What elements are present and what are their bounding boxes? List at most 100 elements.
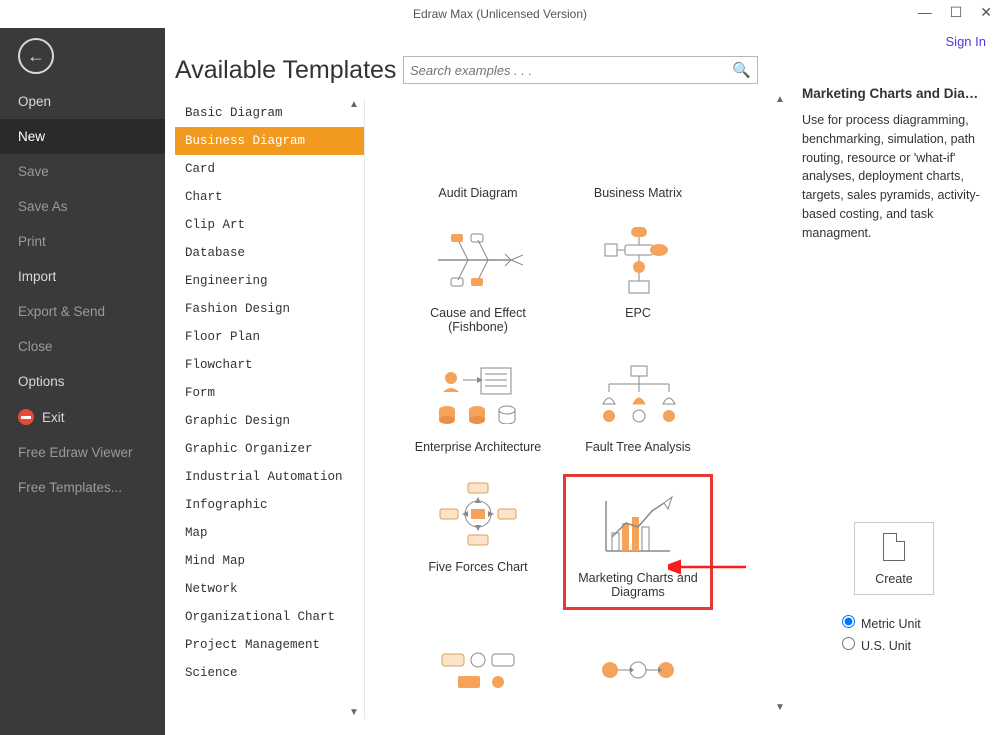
create-label: Create: [855, 572, 933, 586]
us-radio[interactable]: [842, 637, 855, 650]
metric-unit-option[interactable]: Metric Unit: [842, 615, 986, 631]
sidebar-item-free-templates-[interactable]: Free Templates...: [0, 470, 165, 505]
category-infographic[interactable]: Infographic: [175, 491, 364, 519]
metric-radio[interactable]: [842, 615, 855, 628]
sidebar-item-label: Save As: [18, 199, 68, 214]
sidebar-item-close[interactable]: Close: [0, 329, 165, 364]
gallery-scroll-up-icon[interactable]: ▲: [774, 94, 786, 106]
template-label: Cause and Effect (Fishbone): [403, 306, 553, 334]
category-science[interactable]: Science: [175, 659, 364, 687]
category-mind-map[interactable]: Mind Map: [175, 547, 364, 575]
category-clip-art[interactable]: Clip Art: [175, 211, 364, 239]
sidebar-item-label: Close: [18, 339, 53, 354]
template-fault-tree-analysis[interactable]: Fault Tree Analysis: [563, 354, 713, 454]
template-thumb-icon: [428, 354, 528, 434]
sidebar-item-export-send[interactable]: Export & Send: [0, 294, 165, 329]
page-title: Available Templates: [175, 56, 365, 85]
sidebar-item-options[interactable]: Options: [0, 364, 165, 399]
category-map[interactable]: Map: [175, 519, 364, 547]
category-organizational-chart[interactable]: Organizational Chart: [175, 603, 364, 631]
sidebar-item-open[interactable]: Open: [0, 84, 165, 119]
close-button[interactable]: ✕: [980, 4, 992, 21]
category-project-management[interactable]: Project Management: [175, 631, 364, 659]
template-label: Enterprise Architecture: [403, 440, 553, 454]
search-box[interactable]: 🔍: [403, 56, 758, 84]
template-thumb-icon: [588, 220, 688, 300]
category-network[interactable]: Network: [175, 575, 364, 603]
back-button[interactable]: ←: [18, 38, 54, 74]
template-business-matrix[interactable]: Business Matrix: [563, 100, 713, 200]
sidebar-item-print[interactable]: Print: [0, 224, 165, 259]
template-marketing-charts-and-diagrams[interactable]: Marketing Charts and Diagrams: [563, 474, 713, 610]
minimize-button[interactable]: —: [918, 4, 932, 21]
sidebar-item-label: Options: [18, 374, 65, 389]
sidebar-item-label: Open: [18, 94, 51, 109]
template-item-[interactable]: [563, 630, 713, 716]
category-engineering[interactable]: Engineering: [175, 267, 364, 295]
category-fashion-design[interactable]: Fashion Design: [175, 295, 364, 323]
template-thumb-icon: [428, 630, 528, 710]
scroll-up-icon[interactable]: ▲: [348, 99, 360, 111]
sidebar-item-label: Free Templates...: [18, 480, 122, 495]
template-gallery: Audit Diagram Business Matrix Cause and Ef…: [403, 94, 784, 716]
template-item-[interactable]: [403, 630, 553, 716]
sidebar-item-label: New: [18, 129, 45, 144]
unit-selector: Metric Unit U.S. Unit: [842, 615, 986, 653]
template-thumb-icon: [428, 220, 528, 300]
template-thumb-icon: [588, 485, 688, 565]
sidebar-item-new[interactable]: New: [0, 119, 165, 154]
sidebar-item-label: Print: [18, 234, 46, 249]
template-thumb-icon: [588, 630, 688, 710]
sidebar-item-free-edraw-viewer[interactable]: Free Edraw Viewer: [0, 435, 165, 470]
template-label: Audit Diagram: [403, 186, 553, 200]
window-controls: — ☐ ✕: [918, 4, 992, 21]
scroll-down-icon[interactable]: ▼: [348, 707, 360, 719]
category-basic-diagram[interactable]: Basic Diagram: [175, 99, 364, 127]
detail-title: Marketing Charts and Diagra...: [802, 86, 986, 101]
template-label: Five Forces Chart: [403, 560, 553, 574]
category-chart[interactable]: Chart: [175, 183, 364, 211]
template-enterprise-architecture[interactable]: Enterprise Architecture: [403, 354, 553, 454]
search-input[interactable]: [410, 63, 732, 78]
template-label: Fault Tree Analysis: [563, 440, 713, 454]
category-graphic-design[interactable]: Graphic Design: [175, 407, 364, 435]
template-label: EPC: [563, 306, 713, 320]
category-flowchart[interactable]: Flowchart: [175, 351, 364, 379]
category-business-diagram[interactable]: Business Diagram: [175, 127, 364, 155]
sidebar-item-save[interactable]: Save: [0, 154, 165, 189]
template-epc[interactable]: EPC: [563, 220, 713, 334]
maximize-button[interactable]: ☐: [950, 4, 963, 21]
sidebar-item-exit[interactable]: Exit: [0, 399, 165, 435]
search-icon[interactable]: 🔍: [732, 61, 751, 79]
template-label: Business Matrix: [563, 186, 713, 200]
us-unit-option[interactable]: U.S. Unit: [842, 637, 986, 653]
sidebar-item-label: Import: [18, 269, 56, 284]
sidebar-item-label: Save: [18, 164, 49, 179]
category-card[interactable]: Card: [175, 155, 364, 183]
template-thumb-icon: [428, 100, 528, 180]
category-database[interactable]: Database: [175, 239, 364, 267]
template-cause-and-effect-fishbone-[interactable]: Cause and Effect (Fishbone): [403, 220, 553, 334]
category-graphic-organizer[interactable]: Graphic Organizer: [175, 435, 364, 463]
sidebar: ← Open New Save Save As Print Import Export & …: [0, 28, 165, 735]
title-bar: Edraw Max (Unlicensed Version) — ☐ ✕: [0, 0, 1000, 28]
template-label: Marketing Charts and Diagrams: [566, 571, 710, 599]
template-thumb-icon: [428, 474, 528, 554]
sidebar-item-label: Exit: [42, 410, 65, 425]
sidebar-item-label: Free Edraw Viewer: [18, 445, 133, 460]
category-industrial-automation[interactable]: Industrial Automation: [175, 463, 364, 491]
back-arrow-icon: ←: [27, 46, 45, 67]
sidebar-item-import[interactable]: Import: [0, 259, 165, 294]
category-form[interactable]: Form: [175, 379, 364, 407]
document-icon: [883, 533, 905, 561]
template-thumb-icon: [588, 100, 688, 180]
detail-description: Use for process diagramming, benchmarkin…: [802, 111, 986, 242]
category-list: Basic DiagramBusiness DiagramCardChartCl…: [175, 99, 364, 687]
sidebar-item-save-as[interactable]: Save As: [0, 189, 165, 224]
gallery-scroll-down-icon[interactable]: ▼: [774, 702, 786, 714]
template-five-forces-chart[interactable]: Five Forces Chart: [403, 474, 553, 610]
exit-icon: [18, 409, 34, 425]
template-audit-diagram[interactable]: Audit Diagram: [403, 100, 553, 200]
create-button[interactable]: Create: [854, 522, 934, 595]
category-floor-plan[interactable]: Floor Plan: [175, 323, 364, 351]
